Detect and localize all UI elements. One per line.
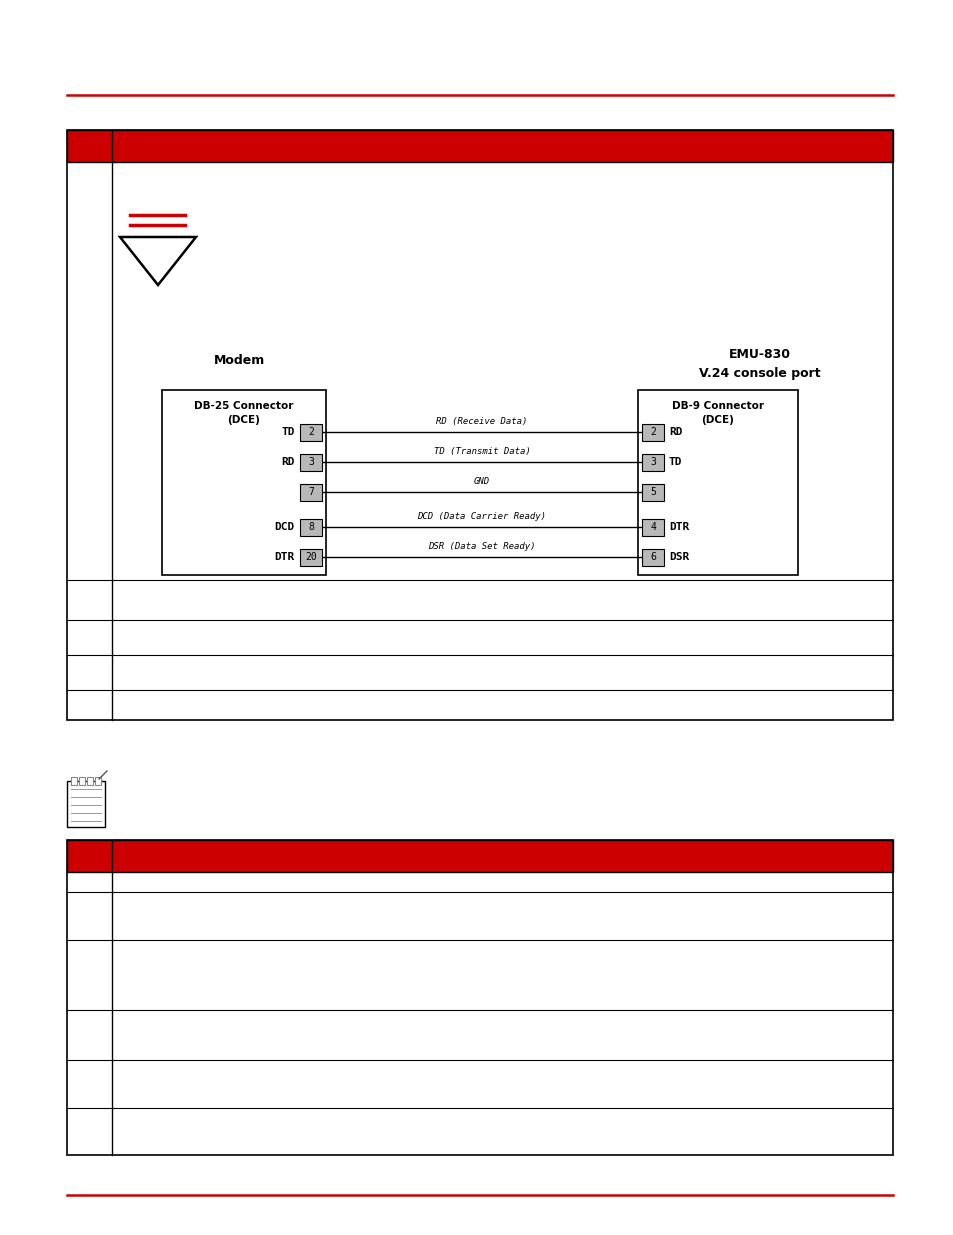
Text: 6: 6 [649,552,656,562]
Bar [641,519,663,536]
Text: 2: 2 [308,427,314,437]
Bar [641,453,663,471]
Bar [641,483,663,500]
Text: 5: 5 [649,487,656,496]
Text: EMU-830: EMU-830 [728,348,790,362]
Bar [67,130,892,162]
Bar [299,483,322,500]
Text: 2: 2 [649,427,656,437]
Text: DSR: DSR [668,552,688,562]
Text: DB-25 Connector: DB-25 Connector [194,401,294,411]
Bar [87,777,92,785]
Bar [79,777,85,785]
Text: GND: GND [474,477,490,487]
Text: TD (Transmit Data): TD (Transmit Data) [434,447,530,456]
Text: (DCE): (DCE) [228,415,260,425]
Text: DCD: DCD [274,522,294,532]
Text: TD: TD [281,427,294,437]
Text: RD: RD [281,457,294,467]
Bar [67,840,892,1155]
Bar [67,130,892,720]
Bar [95,777,101,785]
Bar [67,781,105,827]
Text: V.24 console port: V.24 console port [699,367,820,379]
Bar [162,390,326,576]
Text: 3: 3 [649,457,656,467]
Bar [299,548,322,566]
Text: DTR: DTR [274,552,294,562]
Bar [299,424,322,441]
Text: DTR: DTR [668,522,688,532]
Text: DSR (Data Set Ready): DSR (Data Set Ready) [428,542,536,551]
Bar [641,424,663,441]
Text: 8: 8 [308,522,314,532]
Text: (DCE): (DCE) [700,415,734,425]
Bar [641,548,663,566]
Bar [67,162,892,720]
Bar [71,777,77,785]
Text: Modem: Modem [214,353,265,367]
Text: TD: TD [668,457,681,467]
Text: RD (Receive Data): RD (Receive Data) [436,417,527,426]
Bar [67,840,892,872]
Bar [299,453,322,471]
Text: DB-9 Connector: DB-9 Connector [671,401,763,411]
Text: DCD (Data Carrier Ready): DCD (Data Carrier Ready) [417,513,546,521]
Bar [638,390,797,576]
Text: 7: 7 [308,487,314,496]
Text: RD: RD [668,427,681,437]
Text: 4: 4 [649,522,656,532]
Text: 3: 3 [308,457,314,467]
Text: 20: 20 [305,552,316,562]
Bar [67,872,892,1155]
Bar [299,519,322,536]
